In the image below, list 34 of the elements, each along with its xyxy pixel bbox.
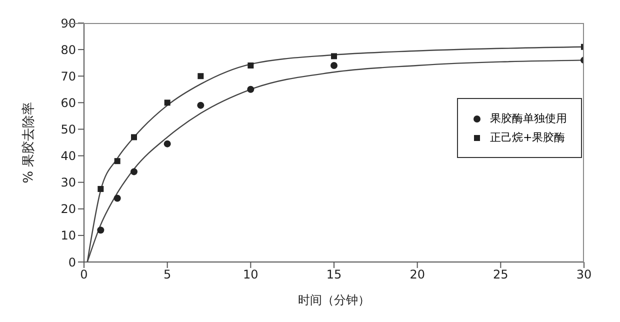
y-tick-label: 30	[60, 176, 76, 190]
x-tick-label: 5	[164, 268, 172, 282]
y-tick-label: 60	[60, 96, 76, 110]
y-axis-title: % 果胶去除率	[20, 102, 37, 184]
y-tick-label: 70	[60, 69, 76, 84]
x-tick-label: 30	[576, 268, 592, 282]
x-tick-label: 20	[410, 268, 425, 282]
y-tick-label: 40	[60, 149, 76, 164]
x-axis-title: 时间（分钟）	[298, 293, 370, 307]
point	[130, 168, 138, 176]
point	[131, 134, 137, 140]
legend-label: 正己烷+果胶酶	[490, 130, 566, 145]
point	[114, 194, 121, 202]
x-tick-label: 0	[80, 268, 88, 282]
y-tick-label: 50	[60, 122, 76, 136]
x-tick-label: 25	[493, 268, 508, 282]
x-tick-label: 15	[326, 268, 342, 282]
y-tick-label: 20	[60, 202, 76, 216]
y-tick-label: 80	[60, 42, 76, 57]
point	[97, 226, 104, 234]
x-tick-label: 10	[243, 268, 258, 282]
point	[114, 158, 120, 164]
point	[164, 140, 171, 148]
point	[330, 62, 338, 69]
point	[248, 62, 254, 68]
point	[164, 100, 170, 106]
point	[247, 86, 254, 93]
point	[197, 102, 204, 109]
y-tick-label: 10	[60, 228, 76, 243]
legend-label: 果胶酶单独使用	[490, 111, 567, 126]
point	[331, 53, 337, 60]
point	[98, 186, 104, 192]
point	[198, 73, 204, 80]
y-tick-label: 0	[68, 255, 76, 270]
